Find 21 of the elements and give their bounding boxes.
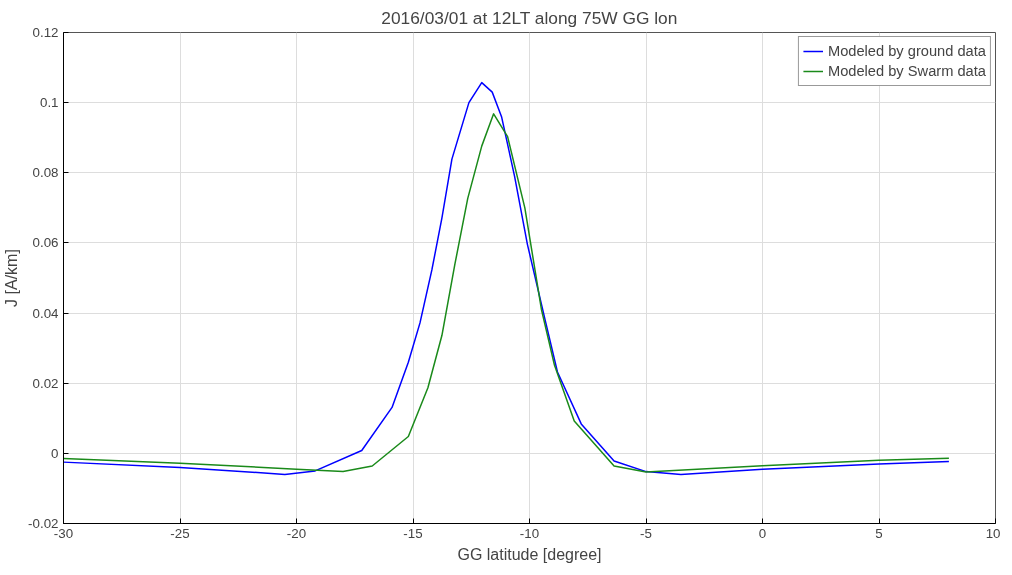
x-tick-label: -25: [170, 525, 190, 541]
y-tick-label: 0.08: [32, 165, 59, 181]
x-tick-label: -5: [640, 525, 652, 541]
x-tick-label: 5: [875, 525, 883, 541]
x-tick-label: 0: [758, 525, 767, 541]
x-tick-label: -10: [519, 525, 540, 541]
x-tick-label: -15: [403, 525, 423, 541]
x-axis-title: GG latitude [degree]: [457, 545, 602, 563]
y-tick-label: 0.1: [39, 95, 59, 111]
x-tick-label: -20: [286, 525, 307, 541]
y-tick-label: -0.02: [28, 516, 59, 531]
y-tick-label: 0.04: [32, 305, 60, 321]
x-tick-label: 10: [985, 525, 1001, 541]
y-tick-label: 0.02: [32, 375, 59, 391]
y-axis-title: J [A/km]: [3, 249, 21, 307]
legend-label: Modeled by ground data: [827, 43, 986, 59]
y-tick-label: 0.06: [32, 235, 59, 251]
chart-title: 2016/03/01 at 12LT along 75W GG lon: [381, 7, 678, 28]
legend-label: Modeled by Swarm data: [827, 63, 986, 79]
y-tick-label: 0: [51, 445, 59, 461]
y-tick-label: 0.12: [32, 25, 59, 40]
